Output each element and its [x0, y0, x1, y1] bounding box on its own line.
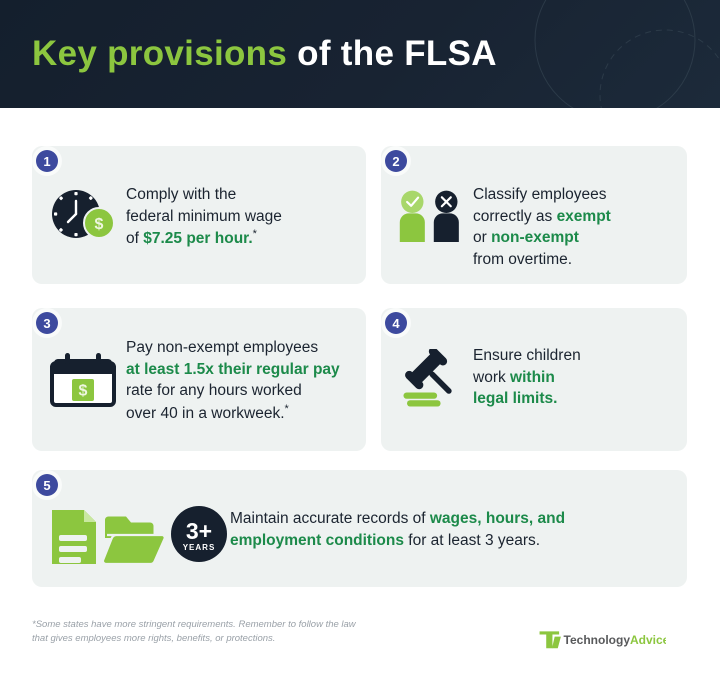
svg-text:3+: 3+	[186, 518, 212, 544]
svg-text:$: $	[79, 383, 88, 400]
svg-text:$: $	[95, 216, 104, 233]
svg-text:YEARS: YEARS	[183, 543, 216, 552]
svg-text:TechnologyAdvice: TechnologyAdvice	[564, 633, 666, 647]
